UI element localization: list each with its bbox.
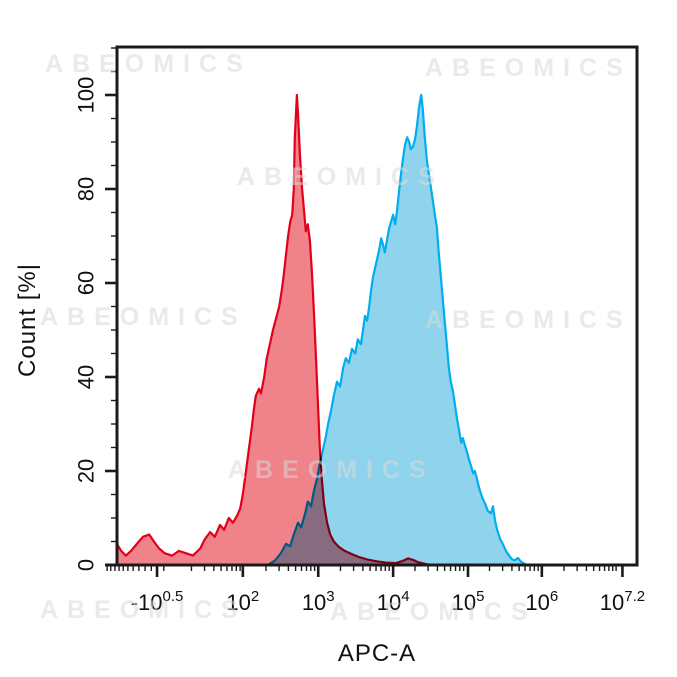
cyan-population-curve: [266, 93, 529, 567]
y-tick-label: 100: [74, 77, 99, 114]
x-axis-title: APC-A: [337, 640, 417, 667]
x-tick-label: -100.5: [131, 588, 184, 615]
y-tick-label: 20: [74, 459, 99, 483]
y-tick-label: 0: [74, 559, 99, 571]
watermark-text: ABEOMICS: [425, 54, 632, 82]
y-axis: 0 20 40 60 80 100: [74, 47, 117, 571]
watermark-text: ABEOMICS: [40, 596, 247, 624]
x-tick-label: 103: [302, 588, 335, 615]
x-tick-label: 102: [226, 588, 259, 615]
x-axis: -100.5 102 103 104 105 106 107.2: [106, 565, 645, 615]
watermark-text: ABEOMICS: [330, 598, 537, 626]
watermark-text: ABEOMICS: [45, 50, 252, 78]
y-tick-label: 40: [74, 365, 99, 389]
x-tick-label: 104: [377, 588, 410, 615]
x-tick-label: 107.2: [600, 588, 645, 615]
watermark-layer: ABEOMICS ABEOMICS ABEOMICS ABEOMICS ABEOMICS…: [40, 50, 632, 626]
y-tick-label: 60: [74, 271, 99, 295]
y-tick-label: 80: [74, 177, 99, 201]
y-axis-title: Count [%|: [14, 263, 41, 377]
watermark-text: ABEOMICS: [40, 303, 247, 331]
watermark-text: ABEOMICS: [237, 163, 444, 191]
watermark-text: ABEOMICS: [425, 306, 632, 334]
x-tick-label: 106: [525, 588, 558, 615]
watermark-text: ABEOMICS: [228, 456, 435, 484]
x-tick-label: 105: [452, 588, 485, 615]
